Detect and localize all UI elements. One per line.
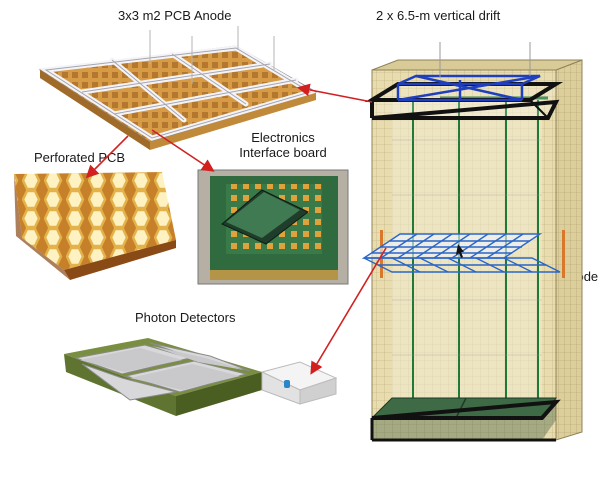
anode-label: 3x3 m2 PCB Anode (118, 8, 232, 23)
arrow-anode (296, 83, 373, 103)
drift-label: 2 x 6.5-m vertical drift (376, 8, 501, 23)
bottom-frame (371, 399, 561, 420)
connector-arrows (85, 83, 387, 375)
cathode-grid (361, 233, 561, 273)
anode-structure (396, 74, 541, 102)
cryostat-top (371, 59, 583, 71)
pcb-anode (38, 26, 318, 150)
arrow-electronics (151, 129, 215, 172)
perforated-pcb (14, 172, 176, 280)
cryostat (361, 42, 583, 442)
arrow-perforated (85, 135, 129, 179)
photon-detectors (64, 338, 338, 416)
photon-detectors-label: Photon Detectors (135, 310, 236, 325)
arrow-photon (310, 247, 387, 375)
electronics-label-line1: Electronics (251, 130, 315, 145)
cryostat-side-wall (555, 59, 583, 441)
side-bar-right (562, 230, 565, 278)
electronics-label: Electronics Interface board (228, 130, 338, 160)
electronics-board (197, 169, 349, 285)
cursor-pointer-icon (456, 244, 464, 258)
electronics-label-line2: Interface board (239, 145, 327, 160)
